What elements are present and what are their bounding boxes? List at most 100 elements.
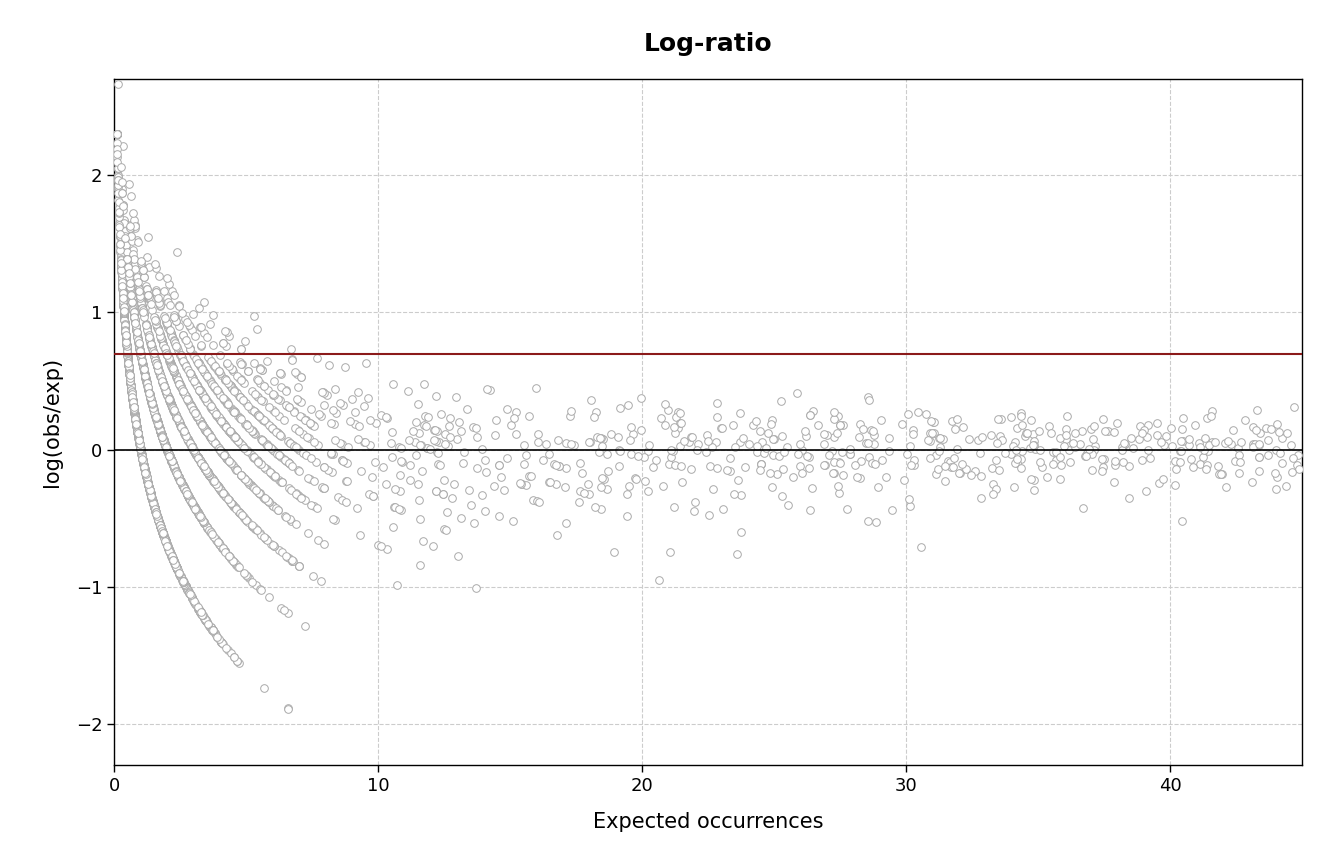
Point	[116, 328, 137, 342]
Point	[184, 501, 206, 515]
Point	[138, 388, 160, 402]
Point	[262, 499, 284, 512]
Point	[597, 464, 618, 478]
Point	[176, 486, 198, 499]
Point	[336, 456, 358, 470]
Point	[367, 537, 388, 551]
Point	[144, 404, 165, 418]
Point	[155, 438, 176, 452]
Point	[266, 446, 288, 460]
Point	[211, 446, 233, 460]
Point	[235, 396, 257, 410]
Point	[126, 276, 148, 289]
Point	[1011, 444, 1032, 458]
Point	[160, 358, 181, 372]
Point	[126, 420, 148, 434]
Point	[228, 505, 250, 519]
Point	[179, 491, 200, 505]
Point	[125, 415, 146, 429]
Point	[250, 433, 271, 447]
Point	[148, 419, 169, 433]
Point	[160, 452, 181, 466]
Point	[218, 643, 239, 657]
Point	[1085, 440, 1106, 454]
Point	[159, 391, 180, 405]
Point	[121, 391, 142, 404]
Point	[153, 436, 175, 450]
Point	[251, 411, 273, 425]
Point	[261, 442, 282, 455]
Point	[134, 461, 156, 475]
Point	[222, 381, 243, 395]
Point	[200, 399, 222, 413]
Point	[208, 410, 230, 424]
Point	[138, 292, 160, 306]
Point	[128, 431, 149, 445]
Point	[1137, 417, 1159, 431]
Point	[159, 394, 180, 408]
Point	[192, 459, 214, 473]
Point	[128, 434, 149, 448]
Point	[560, 403, 582, 417]
Point	[126, 419, 148, 433]
Point	[122, 303, 144, 317]
Point	[161, 454, 183, 467]
Point	[126, 422, 148, 436]
Point	[152, 337, 173, 351]
Point	[179, 492, 200, 506]
Point	[157, 295, 179, 309]
Point	[140, 389, 161, 403]
Point	[113, 301, 134, 314]
Point	[163, 458, 184, 472]
Point	[263, 388, 285, 402]
Point	[304, 419, 325, 433]
Point	[219, 424, 241, 438]
Point	[114, 321, 136, 334]
Point	[184, 349, 206, 363]
Point	[128, 433, 149, 447]
Point	[175, 483, 196, 497]
Point	[122, 247, 144, 261]
Point	[128, 338, 149, 352]
Point	[183, 403, 204, 416]
Point	[195, 423, 216, 437]
Point	[696, 428, 718, 442]
Point	[185, 352, 207, 365]
Point	[136, 473, 157, 487]
Point	[125, 263, 146, 276]
Point	[155, 534, 176, 548]
Point	[122, 392, 144, 406]
Point	[242, 424, 263, 438]
Point	[711, 421, 732, 435]
Point	[124, 406, 145, 420]
Point	[194, 365, 215, 378]
Point	[160, 453, 181, 467]
Point	[126, 425, 148, 439]
Point	[195, 461, 216, 475]
Point	[161, 400, 183, 414]
Point	[353, 435, 375, 449]
Point	[276, 454, 297, 467]
Point	[124, 409, 145, 422]
Point	[1078, 442, 1099, 456]
Point	[133, 363, 155, 377]
Point	[122, 394, 144, 408]
Point	[160, 453, 181, 467]
Point	[328, 490, 349, 504]
Point	[153, 341, 175, 355]
Point	[109, 210, 130, 224]
Point	[246, 454, 267, 467]
Point	[190, 384, 211, 397]
Point	[144, 503, 165, 517]
Point	[118, 362, 140, 376]
Point	[126, 422, 148, 435]
Point	[844, 459, 866, 473]
Point	[142, 494, 164, 508]
Point	[218, 422, 239, 436]
Point	[206, 627, 227, 641]
Point	[231, 358, 253, 372]
Point	[106, 127, 128, 141]
Point	[144, 501, 165, 515]
Point	[242, 384, 263, 398]
Point	[165, 314, 187, 328]
